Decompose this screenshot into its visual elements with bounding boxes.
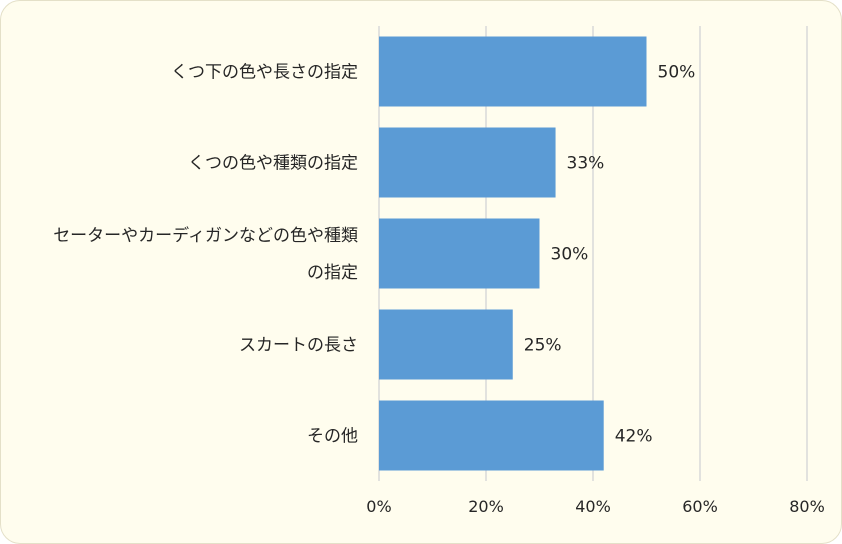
bar-1 — [379, 127, 556, 198]
x-tick-label: 80% — [789, 497, 825, 516]
data-label: 30% — [551, 245, 589, 265]
category-label: セーターやカーディガンなどの色や種類 — [53, 225, 358, 246]
data-label: 42% — [615, 427, 653, 447]
data-label: 50% — [658, 63, 696, 83]
category-label: くつ下の色や長さの指定 — [171, 63, 358, 83]
x-tick-label: 40% — [575, 497, 611, 516]
category-label: その他 — [307, 427, 358, 447]
bar-2 — [379, 218, 540, 289]
category-label: の指定 — [307, 263, 358, 283]
bars — [379, 36, 647, 471]
category-label: くつの色や種類の指定 — [188, 154, 358, 174]
x-tick-label: 0% — [366, 497, 391, 516]
x-tick-label: 60% — [682, 497, 718, 516]
bar-4 — [379, 400, 604, 471]
x-tick-label: 20% — [468, 497, 504, 516]
data-label: 33% — [567, 154, 605, 174]
bar-0 — [379, 36, 647, 107]
x-tick-labels: 0% 20% 40% 60% 80% — [366, 497, 824, 516]
data-labels: 50% 33% 30% 25% 42% — [524, 63, 696, 447]
bar-3 — [379, 309, 513, 380]
category-label: スカートの長さ — [239, 336, 358, 356]
category-labels: くつ下の色や長さの指定くつの色や種類の指定セーターやカーディガンなどの色や種類の… — [53, 63, 358, 447]
data-label: 25% — [524, 336, 562, 356]
